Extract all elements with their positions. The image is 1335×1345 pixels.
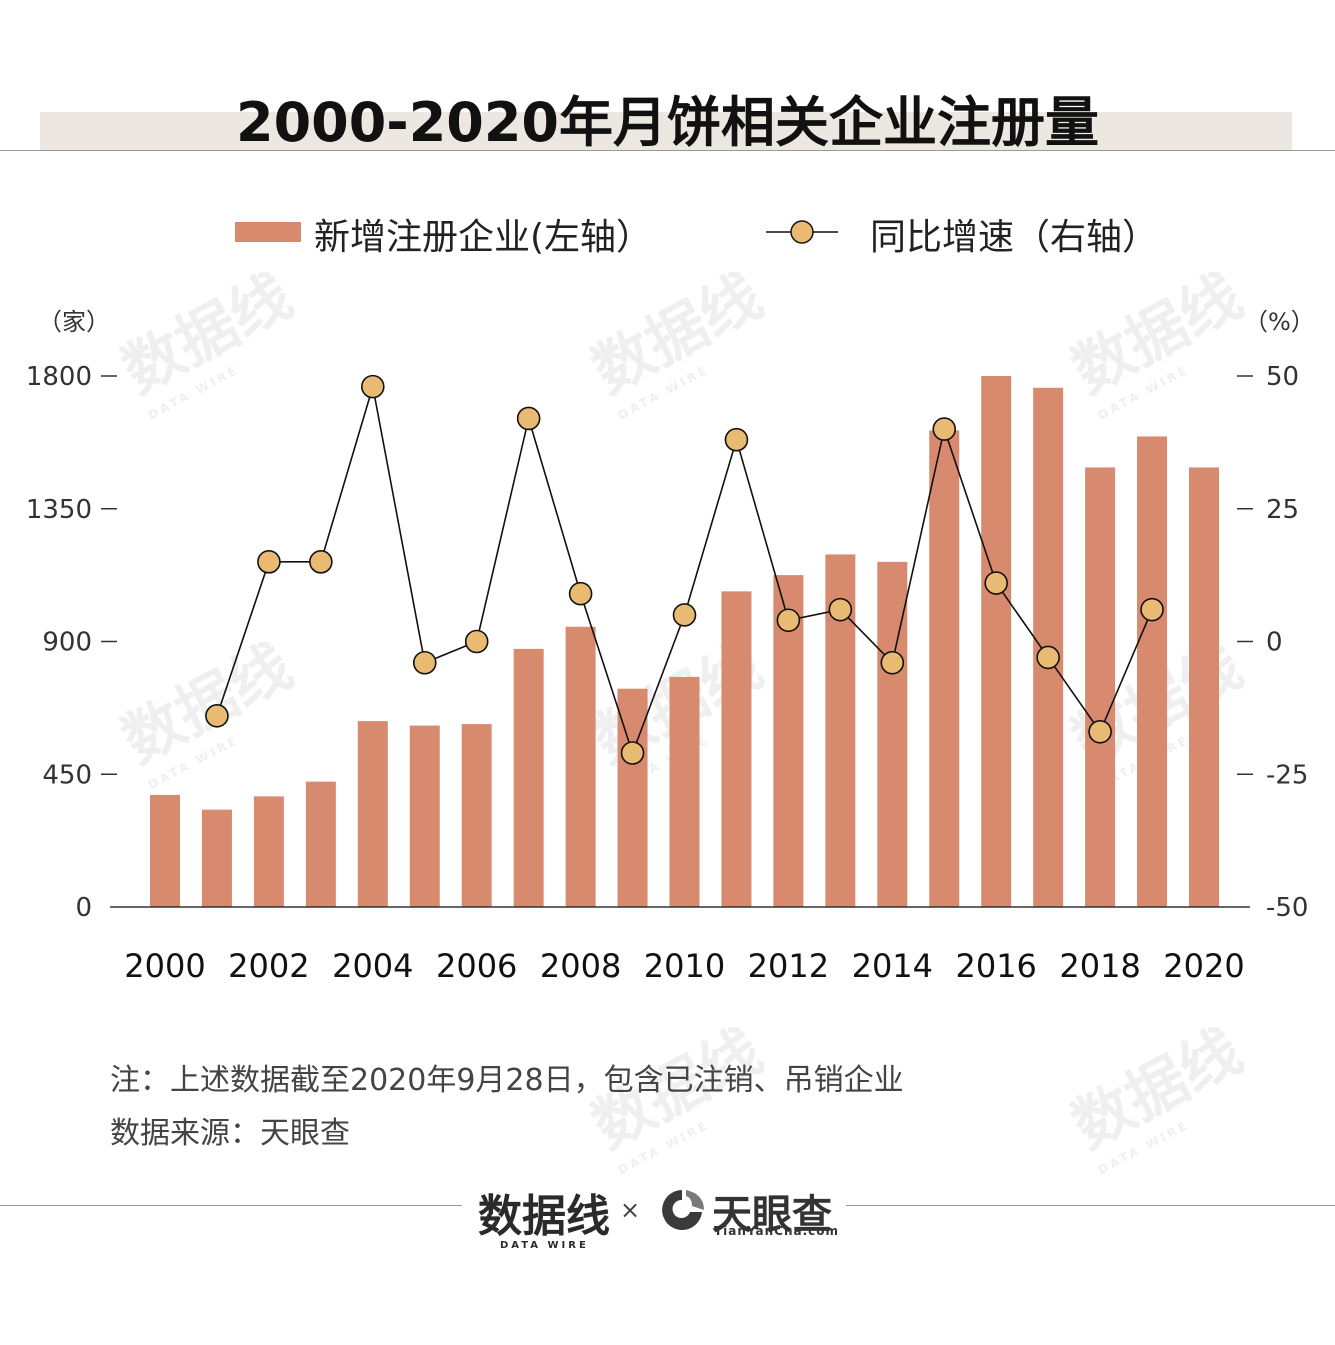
x-tick-label: 2000 <box>124 947 205 985</box>
growth-point <box>1036 645 1060 670</box>
x-tick-label: 2006 <box>436 947 517 985</box>
right-tick-label: -25 <box>1266 760 1308 790</box>
x-tick-label: 2020 <box>1163 947 1244 985</box>
times-sign: × <box>620 1196 641 1224</box>
bar <box>669 676 700 907</box>
title-band <box>40 112 1292 150</box>
growth-point <box>880 650 905 675</box>
datawire-logo: 数据线 <box>478 1191 610 1242</box>
bar <box>150 794 180 907</box>
bar <box>201 809 232 907</box>
right-tick-label: 25 <box>1266 495 1299 525</box>
bar <box>305 781 336 907</box>
footer-divider-right <box>846 1205 1335 1206</box>
bar <box>981 376 1012 907</box>
chart-title: 2000-2020年月饼相关企业注册量 <box>236 91 1099 154</box>
right-tick-label: -50 <box>1266 893 1308 923</box>
bar <box>357 721 388 907</box>
bar <box>1085 467 1116 907</box>
bar <box>565 626 596 907</box>
source-text: 数据来源：天眼查 <box>110 1116 350 1151</box>
growth-point <box>257 550 281 574</box>
left-tick-label: 1350 <box>26 495 92 525</box>
growth-point <box>776 608 801 633</box>
bar <box>1189 467 1219 907</box>
note-text: 注：上述数据截至2020年9月28日，包含已注销、吊销企业 <box>110 1063 904 1098</box>
growth-point <box>984 571 1009 595</box>
legend-line-swatch <box>766 220 838 244</box>
legend-bar-swatch <box>235 222 301 242</box>
right-axis-unit: （%） <box>1244 308 1315 336</box>
left-tick-label: 450 <box>42 760 92 790</box>
growth-point <box>672 603 697 627</box>
growth-point <box>309 550 333 574</box>
growth-point <box>724 427 749 452</box>
tianyancha-logo-icon <box>662 1190 704 1230</box>
left-tick-label: 900 <box>42 628 92 658</box>
growth-point <box>464 629 489 654</box>
left-tick-label: 0 <box>75 893 92 923</box>
bar <box>1137 436 1168 907</box>
bar <box>409 725 440 907</box>
x-tick-label: 2008 <box>540 947 621 985</box>
bar <box>721 591 752 907</box>
right-tick-label: 0 <box>1266 628 1283 658</box>
growth-point <box>828 597 853 622</box>
growth-point <box>412 650 437 675</box>
x-tick-label: 2004 <box>332 947 413 985</box>
left-tick-label: 1800 <box>26 362 92 392</box>
bar <box>929 430 960 907</box>
growth-point <box>205 704 229 728</box>
growth-point <box>516 406 541 431</box>
x-tick-label: 2002 <box>228 947 309 985</box>
growth-point <box>932 417 957 441</box>
growth-point <box>1088 719 1112 744</box>
growth-point <box>360 374 385 399</box>
tianyancha-logo: 天眼查 <box>712 1192 832 1238</box>
title-divider <box>0 150 1335 151</box>
x-tick-label: 2014 <box>852 947 933 985</box>
legend: 新增注册企业(左轴） 同比增速（右轴） <box>0 206 1335 258</box>
x-tick-label: 2012 <box>748 947 829 985</box>
growth-point <box>1140 597 1164 622</box>
x-tick-label: 2018 <box>1059 947 1140 985</box>
growth-point <box>568 581 593 606</box>
x-tick-label: 2016 <box>955 947 1036 985</box>
chart: 0 450 900 1350 1800 -50 -25 0 25 50 2000 2002 2004 20… <box>26 362 1309 985</box>
bar <box>253 796 284 907</box>
bar <box>513 648 544 907</box>
right-tick-label: 50 <box>1266 362 1299 392</box>
tianyancha-logo-sub: TianYanCha.com <box>714 1224 840 1238</box>
x-tick-label: 2010 <box>644 947 725 985</box>
legend-bar-label: 新增注册企业(左轴） <box>314 217 653 258</box>
growth-point <box>620 741 645 765</box>
legend-line-label: 同比增速（右轴） <box>870 217 1159 258</box>
bar <box>461 724 492 907</box>
left-axis-unit: （家） <box>38 308 110 336</box>
footer-divider-left <box>0 1205 462 1206</box>
datawire-logo-sub: DATA WIRE <box>500 1240 589 1251</box>
